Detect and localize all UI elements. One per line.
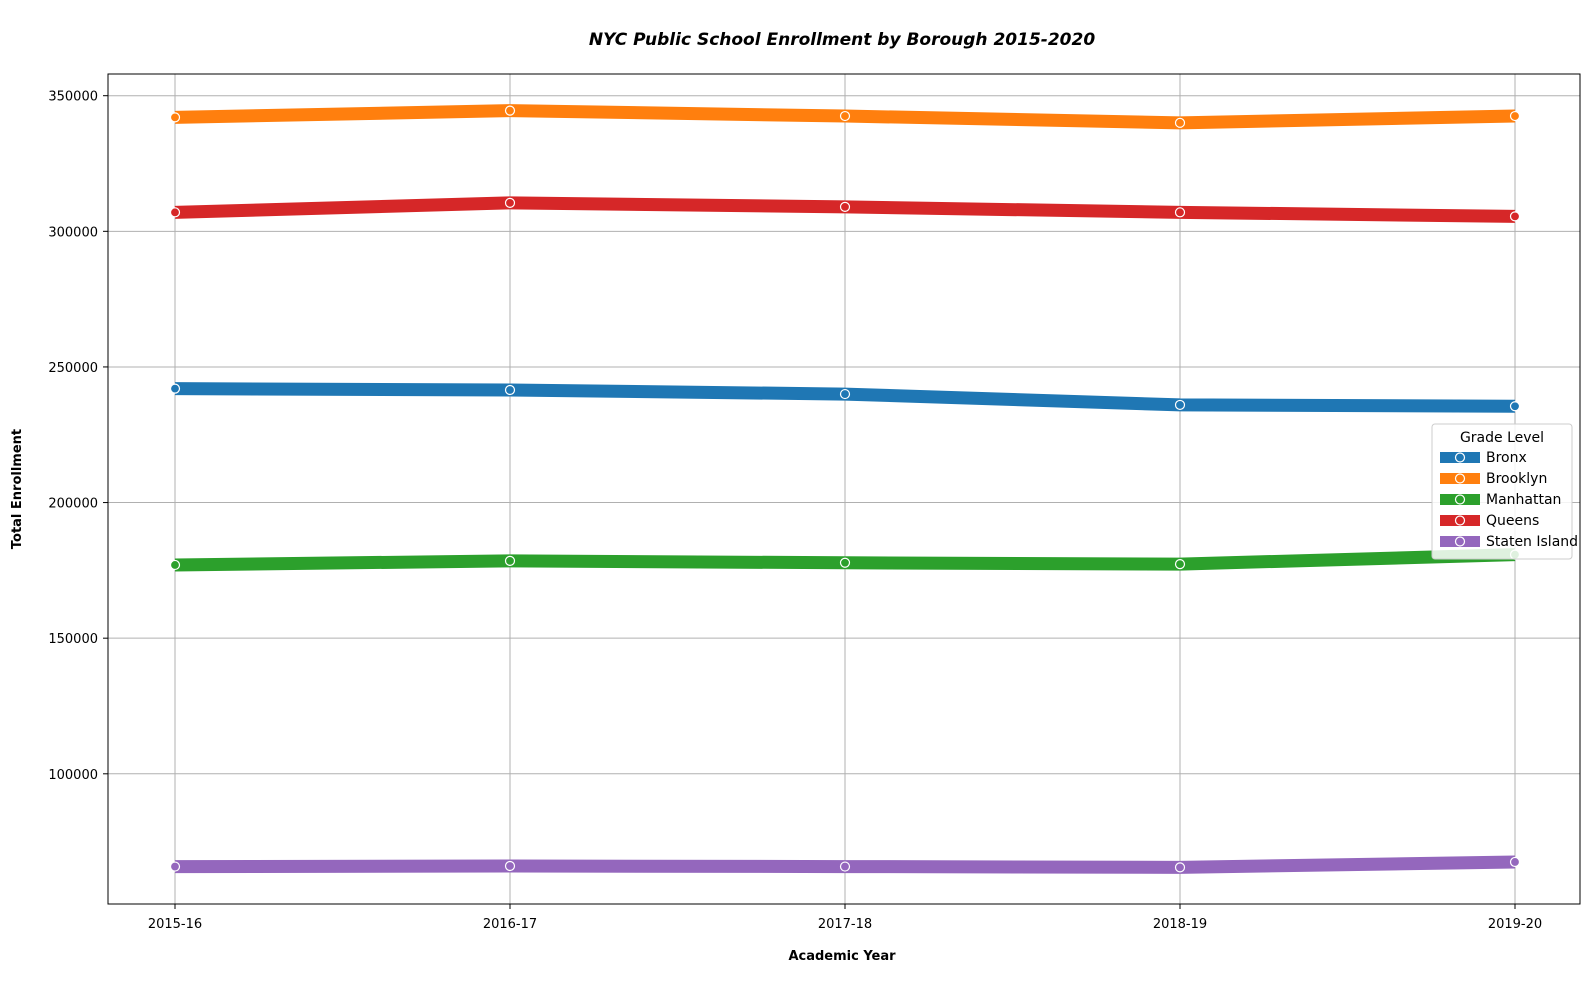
- data-point-bronx: [1174, 399, 1186, 411]
- legend: Grade Level Bronx Brooklyn Manhattan Queens S…: [1431, 423, 1578, 560]
- legend-item-manhattan: Manhattan: [1440, 492, 1561, 508]
- series-layer: [169, 104, 1521, 874]
- legend-label: Manhattan: [1486, 492, 1561, 508]
- tick-layer: 2015-16 2016-17 2017-18 2018-19 2019-20 10000…: [48, 90, 1542, 932]
- y-tick-label: 100000: [48, 768, 98, 783]
- data-point-bronx: [504, 384, 516, 396]
- data-point-manhattan: [1174, 559, 1186, 570]
- legend-marker: [1454, 536, 1466, 547]
- data-point-brooklyn: [169, 112, 181, 123]
- data-point-manhattan: [169, 559, 181, 571]
- data-point-bronx: [169, 383, 181, 394]
- y-tick-label: 300000: [48, 225, 98, 240]
- data-point-brooklyn: [1509, 110, 1521, 122]
- x-axis-title: Academic Year: [788, 949, 896, 964]
- data-point-manhattan: [839, 557, 851, 568]
- x-tick-label: 2017-18: [818, 917, 872, 932]
- data-point-brooklyn: [504, 105, 516, 116]
- data-point-queens: [1509, 211, 1521, 222]
- data-point-queens: [504, 197, 516, 208]
- legend-label: Staten Island: [1486, 534, 1578, 550]
- series-staten-island: [169, 855, 1521, 874]
- legend-item-bronx: Bronx: [1440, 450, 1527, 466]
- legend-label: Queens: [1486, 513, 1539, 529]
- data-point-staten-island: [839, 861, 851, 872]
- x-tick-label: 2018-19: [1153, 917, 1207, 932]
- y-tick-label: 200000: [48, 497, 98, 512]
- y-tick-label: 250000: [48, 361, 98, 376]
- y-tick-label: 150000: [48, 632, 98, 647]
- data-point-staten-island: [1174, 862, 1186, 873]
- data-point-staten-island: [504, 860, 516, 872]
- data-point-brooklyn: [839, 110, 851, 122]
- x-tick-label: 2019-20: [1488, 917, 1542, 932]
- legend-title: Grade Level: [1460, 430, 1544, 446]
- data-point-queens: [169, 207, 181, 218]
- legend-label: Brooklyn: [1486, 471, 1547, 487]
- y-tick-label: 350000: [48, 90, 98, 105]
- series-bronx: [169, 382, 1521, 413]
- y-axis-title: Total Enrollment: [10, 429, 25, 549]
- x-tick-label: 2016-17: [483, 917, 537, 932]
- legend-marker: [1454, 473, 1466, 484]
- data-point-staten-island: [169, 861, 181, 872]
- data-point-bronx: [839, 388, 851, 400]
- x-tick-label: 2015-16: [148, 917, 202, 932]
- legend-label: Bronx: [1486, 450, 1527, 466]
- legend-item-staten-island: Staten Island: [1440, 534, 1578, 550]
- data-point-queens: [839, 201, 851, 213]
- series-queens: [169, 196, 1521, 223]
- data-point-bronx: [1509, 401, 1521, 412]
- grid-layer: [108, 74, 1580, 904]
- legend-item-brooklyn: Brooklyn: [1440, 471, 1547, 487]
- series-brooklyn: [169, 104, 1521, 130]
- legend-marker: [1454, 515, 1466, 526]
- data-point-staten-island: [1509, 856, 1521, 868]
- legend-marker: [1454, 452, 1466, 463]
- legend-item-queens: Queens: [1440, 513, 1539, 529]
- chart-title: NYC Public School Enrollment by Borough …: [589, 30, 1095, 50]
- data-point-brooklyn: [1174, 117, 1186, 128]
- plot-frame: [107, 73, 1581, 905]
- legend-marker: [1454, 494, 1466, 505]
- data-point-manhattan: [504, 555, 516, 566]
- data-point-queens: [1174, 207, 1186, 218]
